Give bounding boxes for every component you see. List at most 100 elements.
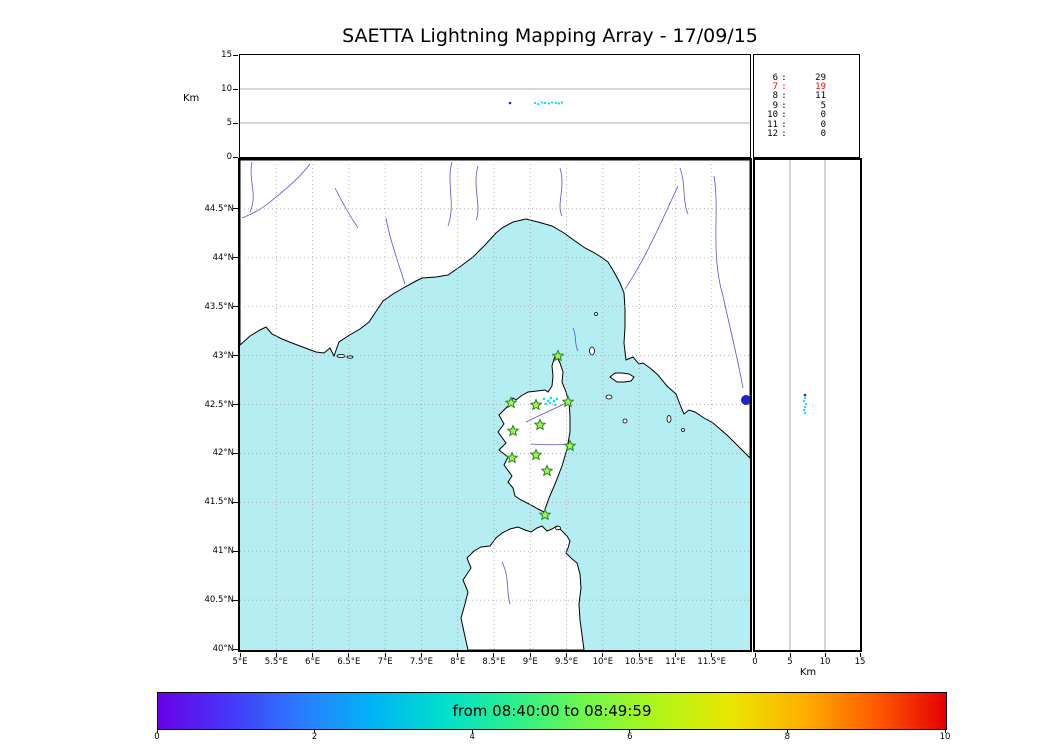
- island: [588, 346, 595, 355]
- latitude-tick-label: 40°N: [212, 644, 234, 654]
- station-counts-panel: 6:29 7:19 8:11 9:5 10:0 11:0 12:0: [753, 53, 860, 158]
- lightning-source-dot: [560, 100, 563, 104]
- lightning-source-dot: [552, 399, 555, 402]
- station-marker: [538, 507, 551, 520]
- latitude-tick-label: 44°N: [212, 252, 234, 263]
- longitude-tick-label: 7.5°E: [409, 657, 433, 667]
- station-marker: [504, 395, 517, 408]
- river: [572, 327, 578, 351]
- source-count: 5: [820, 100, 826, 111]
- km-tick: [859, 652, 861, 657]
- km-tick: [754, 652, 756, 657]
- longitude-tick: [638, 652, 640, 657]
- station-marker: [540, 463, 553, 476]
- station-marker: [551, 348, 564, 361]
- longitude-tick: [312, 652, 314, 657]
- station-count-row: 6: 29: [764, 72, 826, 83]
- lightning-source-dot: [802, 399, 805, 402]
- coastline: [459, 524, 585, 650]
- altitude-longitude-plot: [239, 88, 750, 123]
- lightning-source-dot: [555, 397, 558, 400]
- coastline: [496, 353, 570, 513]
- longitude-tick: [674, 652, 676, 657]
- longitude-tick: [275, 652, 277, 657]
- island: [554, 525, 561, 530]
- colon: :: [781, 72, 787, 83]
- altitude-latitude-panel: [752, 157, 862, 652]
- plot-title: SAETTA Lightning Mapping Array - 17/09/1…: [342, 25, 758, 47]
- km-tick: [824, 652, 826, 657]
- lightning-source-dot: [542, 397, 545, 400]
- colorbar-tick-label: 4: [469, 732, 475, 742]
- lightning-source-dot: [740, 394, 750, 405]
- altitude-tick-label: 10: [221, 84, 232, 94]
- longitude-tick: [529, 652, 531, 657]
- station-number: 11: [767, 119, 778, 130]
- river: [525, 402, 566, 422]
- km-tick-label: 0: [752, 657, 758, 667]
- station-marker: [529, 447, 542, 460]
- longitude-tick-label: 6°E: [305, 657, 321, 667]
- colon: :: [781, 81, 787, 92]
- lightning-source-dot: [536, 102, 539, 105]
- station-number: 12: [767, 128, 778, 139]
- lightning-source-dot: [543, 101, 546, 104]
- source-count: 29: [815, 72, 826, 83]
- source-count: 0: [820, 119, 826, 130]
- island: [680, 427, 685, 432]
- station-marker: [506, 423, 519, 436]
- altitude-tick-label: 15: [221, 50, 232, 60]
- plan-view-map: [239, 159, 750, 650]
- longitude-tick: [602, 652, 604, 657]
- longitude-tick: [457, 652, 459, 657]
- lightning-source-dot: [546, 399, 549, 402]
- lightning-source-dot: [550, 100, 553, 104]
- right-panel-axis-label: Km: [799, 667, 817, 678]
- island: [622, 418, 627, 423]
- altitude-tick: [233, 88, 238, 90]
- station-marker: [529, 397, 542, 410]
- latitude-tick-label: 40.5°N: [204, 595, 234, 606]
- longitude-tick: [384, 652, 386, 657]
- km-tick-label: 15: [854, 657, 866, 667]
- river: [679, 167, 688, 214]
- coastline: [608, 372, 635, 382]
- longitude-tick-label: 11°E: [665, 657, 686, 667]
- latitude-tick-label: 43.5°N: [204, 301, 234, 312]
- altitude-tick: [233, 122, 238, 124]
- latitude-tick-label: 42°N: [212, 448, 234, 459]
- latitude-tick-label: 44.5°N: [204, 203, 234, 214]
- lightning-source-dot: [803, 405, 806, 408]
- river: [385, 217, 405, 284]
- longitude-tick: [239, 652, 241, 657]
- island: [666, 414, 671, 423]
- station-number: 6: [772, 72, 778, 83]
- longitude-tick-label: 6.5°E: [337, 657, 361, 667]
- colorbar-label: from 08:40:00 to 08:49:59: [452, 702, 652, 720]
- station-number: 9: [772, 100, 778, 111]
- island: [346, 354, 353, 359]
- river: [334, 187, 358, 228]
- longitude-tick-label: 5.5°E: [264, 657, 288, 667]
- longitude-tick: [420, 652, 422, 657]
- river: [249, 161, 254, 212]
- station-count-row: 8: 11: [764, 91, 826, 101]
- lightning-source-dot: [549, 396, 552, 399]
- island: [336, 353, 345, 358]
- lightning-source-dot: [540, 100, 543, 104]
- station-count-row: 11: 0: [764, 119, 826, 130]
- latitude-tick-label: 41.5°N: [204, 497, 234, 508]
- colon: :: [781, 110, 787, 121]
- river: [501, 561, 510, 604]
- altitude-axis-label: Km: [183, 93, 200, 104]
- source-count: 0: [820, 128, 826, 139]
- lightning-source-dot: [553, 403, 556, 406]
- latitude-tick-label: 42.5°N: [204, 399, 234, 410]
- river: [447, 161, 452, 226]
- island: [593, 311, 598, 316]
- longitude-tick-label: 10.5°E: [624, 657, 654, 667]
- colorbar-tick-label: 6: [627, 732, 633, 742]
- latitude-tick-label: 41°N: [212, 546, 234, 557]
- longitude-tick: [566, 652, 568, 657]
